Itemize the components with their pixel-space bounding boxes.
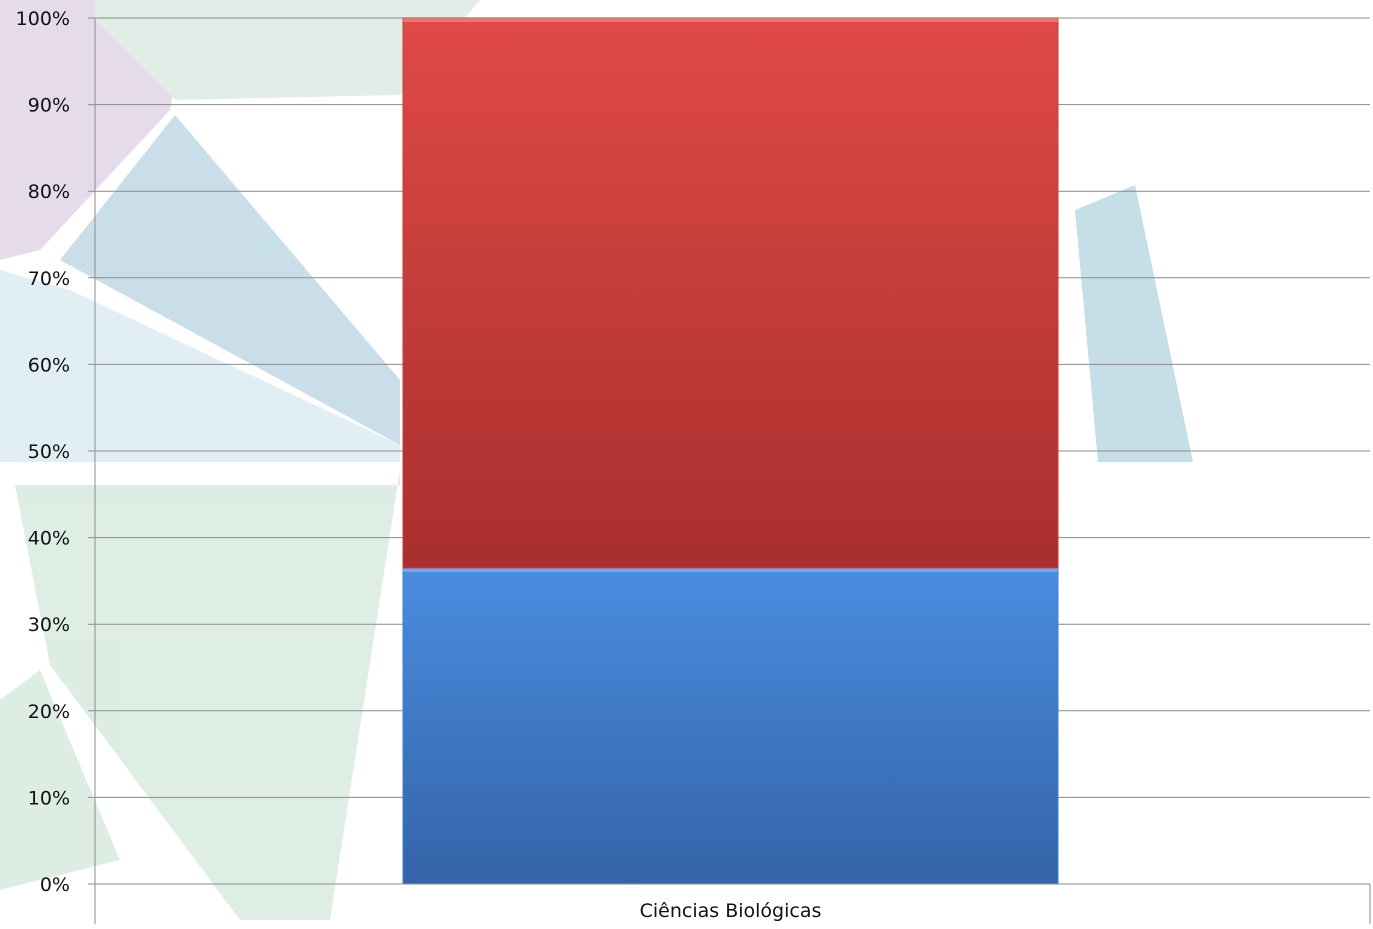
y-tick-label: 0% — [40, 874, 70, 896]
bar-highlight — [403, 567, 1058, 572]
y-tick-label: 50% — [28, 441, 70, 463]
bars — [402, 17, 1059, 885]
bar-segment — [402, 567, 1059, 885]
y-tick-label: 10% — [28, 787, 70, 809]
watermark-background — [0, 0, 1193, 920]
y-tick-label: 80% — [28, 181, 70, 203]
y-tick-label: 90% — [28, 95, 70, 117]
x-axis: Ciências Biológicas — [95, 883, 1371, 924]
y-axis: 0% 10% 20% 30% 40% 50% 60% 70% 80% 90% 100% — [16, 8, 96, 924]
y-tick-label: 40% — [28, 528, 70, 550]
bar-highlight — [403, 18, 1058, 22]
x-category-label: Ciências Biológicas — [640, 900, 822, 922]
y-tick-label: 100% — [16, 8, 70, 30]
y-tick-label: 20% — [28, 701, 70, 723]
y-tick-label: 30% — [28, 614, 70, 636]
y-tick-label: 60% — [28, 354, 70, 376]
bar-segment — [402, 17, 1059, 569]
y-tick-label: 70% — [28, 268, 70, 290]
